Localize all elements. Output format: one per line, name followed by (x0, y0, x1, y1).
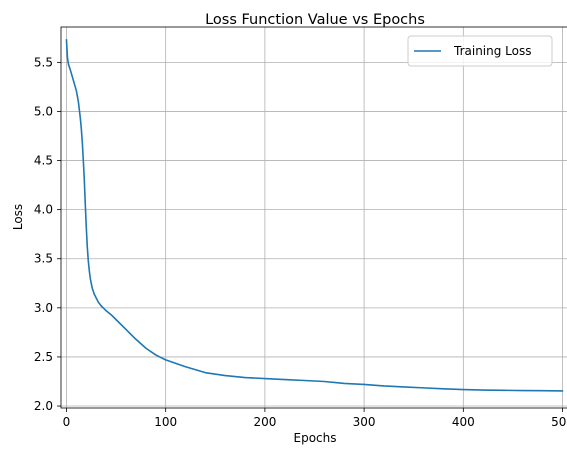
y-tick-label: 3.5 (34, 252, 53, 266)
legend: Training Loss (407, 35, 553, 67)
legend-box (407, 35, 553, 67)
y-axis-label: Loss (11, 204, 25, 230)
legend-label: Training Loss (453, 44, 531, 58)
series-layer (65, 38, 564, 392)
series-line-training-loss (65, 38, 564, 392)
y-axis-ticks: 2.0 2.5 3.0 3.5 4.0 4.5 5.0 5.5 (34, 55, 61, 413)
x-tick-label: 400 (452, 415, 475, 429)
x-axis-label: Epochs (294, 431, 337, 445)
x-axis-ticks: 0 100 200 300 400 500 (63, 408, 567, 429)
x-tick-label: 200 (253, 415, 276, 429)
y-tick-label: 2.5 (34, 350, 53, 364)
chart-title: Loss Function Value vs Epochs (205, 12, 425, 28)
y-tick-label: 5.0 (34, 104, 53, 118)
x-tick-label: 500 (551, 415, 567, 429)
plot-frame (60, 26, 567, 409)
y-tick-label: 3.0 (34, 301, 53, 315)
y-tick-label: 4.0 (34, 203, 53, 217)
x-tick-label: 300 (353, 415, 376, 429)
x-tick-label: 100 (154, 415, 177, 429)
y-tick-label: 5.5 (34, 55, 53, 69)
y-tick-label: 4.5 (34, 154, 53, 168)
y-tick-label: 2.0 (34, 399, 53, 413)
x-tick-label: 0 (63, 415, 71, 429)
